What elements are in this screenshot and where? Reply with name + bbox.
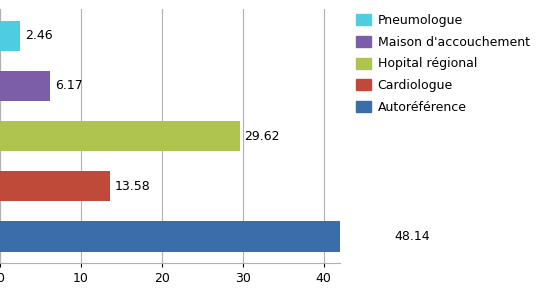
Text: 6.17: 6.17 [55, 79, 82, 92]
Bar [0, 71, 50, 101]
Bar [0, 222, 389, 251]
Text: 48.14: 48.14 [394, 230, 430, 243]
Text: 2.46: 2.46 [25, 29, 52, 42]
Bar [0, 21, 20, 51]
Text: 29.62: 29.62 [245, 129, 280, 143]
Bar [0, 171, 110, 201]
Bar [0, 121, 240, 151]
Text: 13.58: 13.58 [115, 180, 151, 193]
Legend: Pneumologue, Maison d'accouchement, Hopital régional, Cardiologue, Autoréférence: Pneumologue, Maison d'accouchement, Hopi… [353, 10, 533, 118]
